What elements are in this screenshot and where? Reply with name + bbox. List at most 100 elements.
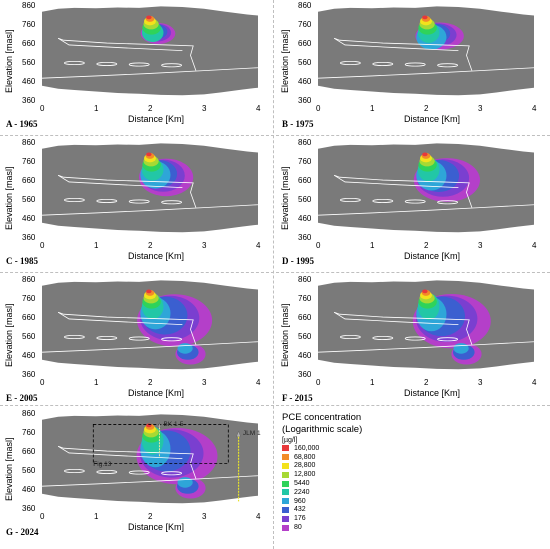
lens-outline bbox=[64, 198, 85, 203]
geological-boundary-line bbox=[334, 37, 473, 71]
legend-item: 960 bbox=[282, 497, 482, 506]
legend-value: 5440 bbox=[294, 480, 310, 488]
pce-plume bbox=[415, 15, 464, 50]
y-tick-label: 360 bbox=[22, 233, 36, 242]
y-tick-label: 660 bbox=[22, 176, 36, 185]
lens-outline bbox=[437, 200, 459, 205]
y-axis-label: Elevation [masl] bbox=[4, 303, 14, 367]
legend-value: 80 bbox=[294, 524, 302, 532]
x-tick-label: 0 bbox=[316, 241, 321, 250]
legend-swatch bbox=[282, 480, 289, 487]
legend-item: 80 bbox=[282, 523, 482, 532]
legend-swatch bbox=[282, 471, 289, 478]
x-tick-label: 4 bbox=[256, 378, 261, 387]
zoom-box bbox=[92, 424, 229, 464]
x-tick-label: 1 bbox=[94, 104, 99, 113]
x-tick-label: 2 bbox=[424, 241, 429, 250]
legend-swatch bbox=[282, 454, 289, 461]
legend-value: 2240 bbox=[294, 488, 310, 496]
geological-boundary-line bbox=[333, 37, 459, 52]
x-axis-label: Distance [Km] bbox=[404, 114, 461, 124]
x-tick-label: 3 bbox=[202, 104, 207, 113]
panel-label: B - 1975 bbox=[282, 119, 314, 129]
y-axis-label: Elevation [masl] bbox=[4, 29, 14, 93]
lens-outline bbox=[437, 63, 459, 68]
y-axis-label: Elevation [masl] bbox=[4, 437, 14, 501]
cross-section-panel: 860 760 660 560 460 360 0 1 2 3 4 Elevation [masl] D… bbox=[0, 137, 262, 269]
lens-outline bbox=[161, 471, 183, 476]
lens-outline bbox=[340, 61, 361, 66]
panel-label: E - 2005 bbox=[6, 393, 38, 403]
y-tick-label: 760 bbox=[22, 294, 36, 303]
legend-swatch bbox=[282, 445, 289, 452]
x-tick-label: 0 bbox=[40, 378, 45, 387]
x-tick-label: 2 bbox=[424, 378, 429, 387]
y-tick-label: 560 bbox=[22, 332, 36, 341]
y-tick-label: 560 bbox=[298, 58, 312, 67]
y-tick-label: 860 bbox=[22, 138, 36, 147]
cross-section-panel: 860 760 660 560 460 360 0 1 2 3 4 Elevation [masl] D… bbox=[276, 274, 538, 406]
lens-outline bbox=[372, 198, 394, 203]
y-tick-label: 560 bbox=[22, 195, 36, 204]
panel-label: G - 2024 bbox=[6, 527, 39, 537]
lens-outline bbox=[340, 335, 361, 340]
lens-outline bbox=[340, 198, 361, 203]
legend-value: 28,800 bbox=[294, 462, 316, 470]
x-tick-label: 2 bbox=[148, 104, 153, 113]
bk-well-label: BK 1-5 bbox=[163, 421, 184, 429]
cross-section-panel: 860 760 660 560 460 360 0 1 2 3 4 Elevation [masl] D… bbox=[0, 274, 262, 406]
x-axis-label: Distance [Km] bbox=[404, 388, 461, 398]
plume-zone bbox=[453, 343, 469, 354]
geological-boundary-line bbox=[57, 311, 183, 326]
x-tick-label: 1 bbox=[94, 241, 99, 250]
x-tick-label: 2 bbox=[148, 241, 153, 250]
panel-label: D - 1995 bbox=[282, 256, 314, 266]
x-tick-label: 1 bbox=[370, 241, 375, 250]
panel-divider bbox=[273, 0, 274, 549]
legend-swatch bbox=[282, 506, 289, 513]
y-tick-label: 560 bbox=[298, 195, 312, 204]
x-tick-label: 4 bbox=[532, 104, 537, 113]
cross-section-plot bbox=[41, 143, 259, 233]
y-axis-label: Elevation [masl] bbox=[280, 29, 290, 93]
geological-boundary-line bbox=[57, 445, 183, 460]
lens-outline bbox=[96, 335, 118, 340]
concentration-legend: PCE concentration (Logarithmic scale) [µg/… bbox=[282, 412, 482, 544]
legend-item: 432 bbox=[282, 506, 482, 515]
legend-item: 2240 bbox=[282, 488, 482, 497]
plume-zone bbox=[422, 15, 428, 20]
legend-item: 160,000 bbox=[282, 444, 482, 453]
y-tick-label: 460 bbox=[22, 77, 36, 86]
figure-reference-label: Fig.13 bbox=[93, 461, 112, 469]
lens-outline bbox=[161, 63, 183, 68]
y-tick-label: 760 bbox=[298, 294, 312, 303]
x-tick-label: 3 bbox=[202, 378, 207, 387]
y-tick-label: 660 bbox=[22, 313, 36, 322]
y-tick-label: 760 bbox=[22, 157, 36, 166]
legend-item: 12,800 bbox=[282, 470, 482, 479]
y-tick-label: 360 bbox=[298, 96, 312, 105]
legend-swatch bbox=[282, 462, 289, 469]
panel-label: C - 1985 bbox=[6, 256, 38, 266]
x-tick-label: 1 bbox=[94, 378, 99, 387]
geological-boundary-line bbox=[57, 174, 183, 189]
plume-zone bbox=[422, 152, 428, 157]
legend-value: 160,000 bbox=[294, 444, 320, 452]
geological-boundary-line bbox=[333, 311, 459, 326]
y-tick-label: 860 bbox=[298, 275, 312, 284]
y-tick-label: 860 bbox=[22, 409, 36, 418]
geological-boundary-line bbox=[41, 475, 259, 487]
legend-swatch bbox=[282, 498, 289, 505]
x-tick-label: 4 bbox=[256, 512, 261, 521]
legend-value: 432 bbox=[294, 506, 306, 514]
x-tick-label: 0 bbox=[40, 241, 45, 250]
x-tick-label: 4 bbox=[532, 241, 537, 250]
plume-zone bbox=[146, 289, 152, 294]
x-tick-label: 0 bbox=[316, 378, 321, 387]
cross-section-plot bbox=[317, 143, 535, 233]
y-tick-label: 860 bbox=[298, 138, 312, 147]
legend-value: 960 bbox=[294, 497, 306, 505]
legend-swatch bbox=[282, 489, 289, 496]
panel-divider bbox=[0, 272, 550, 273]
pce-plume bbox=[137, 289, 213, 365]
